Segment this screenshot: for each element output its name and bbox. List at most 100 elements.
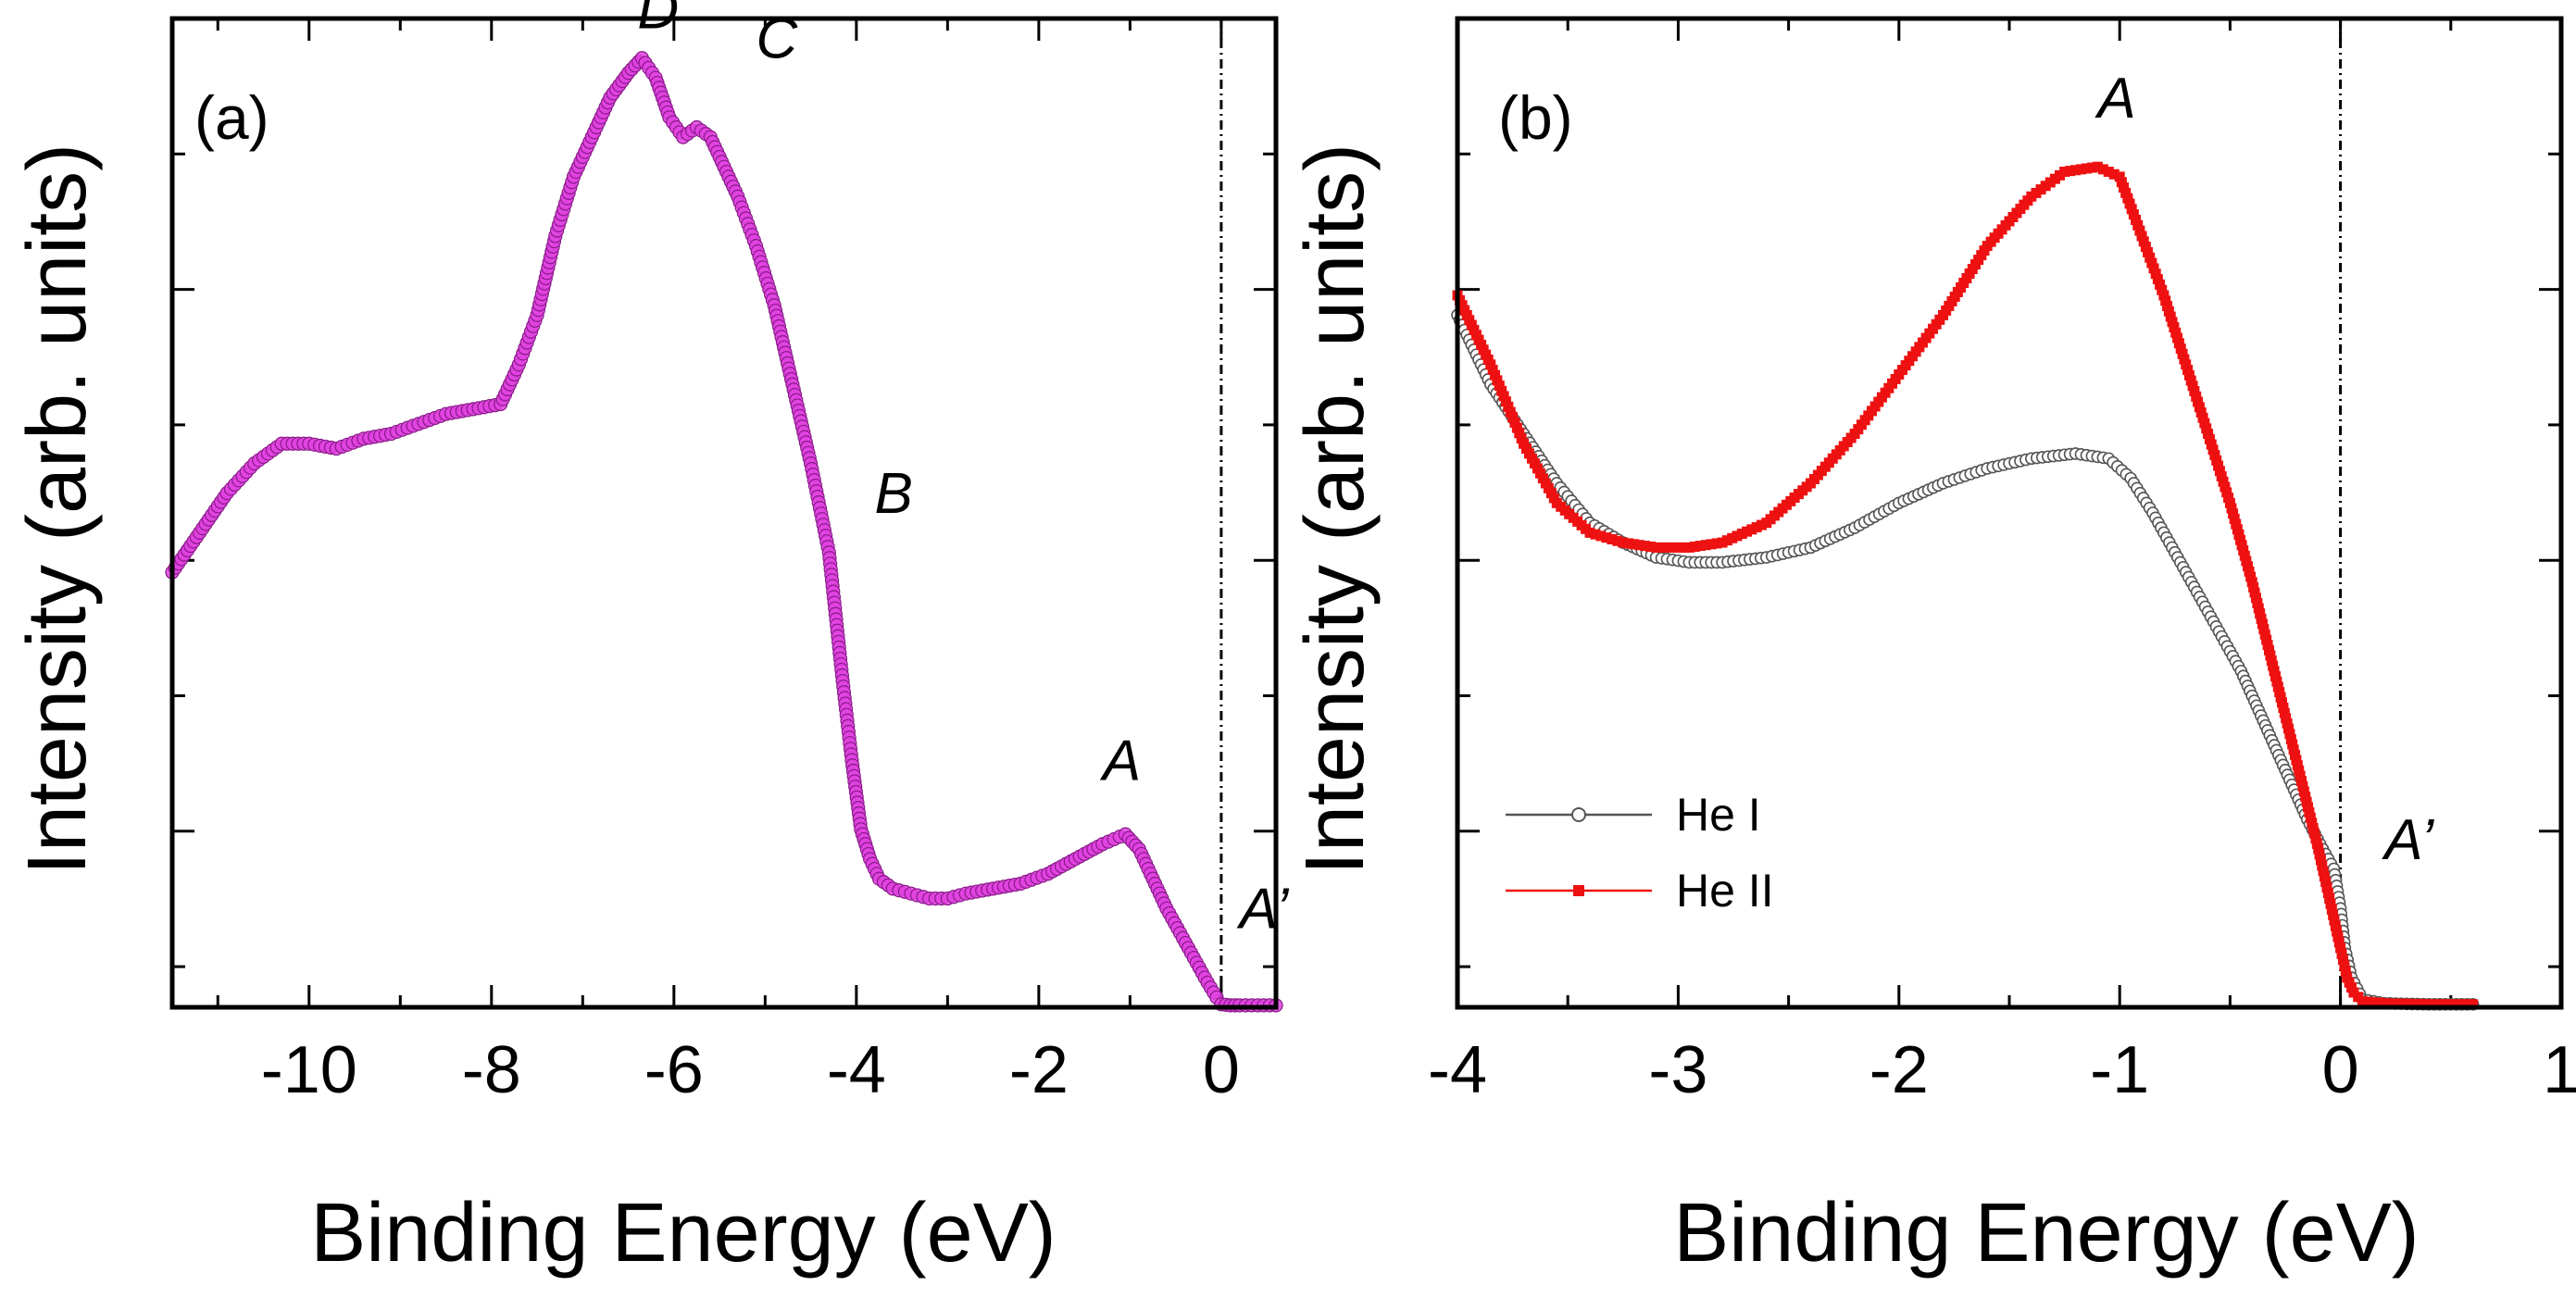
data-point [2140, 242, 2151, 253]
data-point [2216, 471, 2227, 482]
data-point [2226, 503, 2237, 514]
data-point [2337, 955, 2348, 966]
x-tick-label: -2 [1009, 1033, 1069, 1107]
data-point [2086, 162, 2097, 173]
data-point [2275, 692, 2286, 703]
data-point [2292, 760, 2303, 771]
data-point [2407, 998, 2418, 1009]
data-point [2307, 817, 2318, 829]
data-point [2179, 354, 2190, 365]
data-point [2282, 718, 2293, 729]
data-point [2255, 608, 2266, 619]
data-point [2330, 920, 2341, 931]
data-point [2195, 407, 2207, 418]
data-point [2269, 666, 2280, 677]
data-point [1634, 540, 1645, 551]
data-point [2081, 163, 2092, 174]
data-point [2285, 733, 2296, 744]
data-point [2333, 937, 2345, 948]
data-point [2462, 999, 2473, 1010]
data-point [1623, 538, 1634, 549]
data-point [2332, 931, 2344, 942]
legend-marker [1573, 885, 1584, 896]
data-point [2197, 412, 2208, 423]
data-point [2239, 550, 2250, 561]
data-point [2189, 386, 2200, 397]
data-point [2324, 893, 2335, 905]
data-point [2309, 828, 2320, 839]
data-point [1584, 527, 1595, 538]
data-point [2126, 204, 2137, 215]
data-point [2131, 214, 2142, 225]
data-point [1485, 359, 1496, 370]
x-tick-label: -4 [827, 1033, 886, 1107]
data-point [2148, 263, 2159, 274]
xlabel-b: Binding Energy (eV) [1673, 1187, 2419, 1279]
data-point [2357, 996, 2368, 1007]
data-point [2261, 634, 2272, 645]
data-point [2339, 960, 2350, 971]
data-point [2401, 998, 2412, 1009]
data-point [2218, 476, 2229, 487]
data-point [2059, 167, 2070, 178]
annotations-b: A A’ [2094, 67, 2434, 872]
data-point [2145, 252, 2156, 263]
data-point [2167, 317, 2178, 328]
frame-b [1455, 16, 2564, 1010]
data-point [2311, 838, 2322, 849]
data-point [2304, 807, 2315, 818]
data-point [2214, 466, 2225, 477]
data-point [2329, 915, 2340, 926]
data-point [2314, 849, 2325, 860]
data-point [2065, 166, 2076, 177]
data-point [2325, 898, 2336, 909]
peak-label: A’ [1236, 878, 1290, 942]
data-point [2224, 497, 2235, 508]
data-point [2136, 231, 2147, 242]
x-tick-label: -6 [644, 1033, 704, 1107]
data-point [2245, 571, 2257, 582]
data-point [2303, 802, 2314, 813]
data-point [2295, 770, 2306, 781]
data-point [2297, 780, 2308, 792]
x-tick-label: -4 [1428, 1033, 1487, 1107]
series-b-1 [1452, 161, 2479, 1010]
data-point [2253, 603, 2264, 614]
data-point [1689, 541, 1700, 552]
data-point [2132, 219, 2144, 231]
x-tick-label: -1 [2090, 1033, 2149, 1107]
data-point [2075, 164, 2086, 175]
data-point [2220, 481, 2231, 493]
data-point [2291, 755, 2302, 766]
data-point [2445, 999, 2457, 1010]
ticks-b: -4 -3 -2 -1 0 1 [1428, 19, 2576, 1107]
panel-label-a: (a) [194, 83, 269, 152]
data-point [2301, 796, 2312, 807]
data-point [1509, 417, 1520, 428]
x-tick-label: 1 [2543, 1033, 2576, 1107]
data-point [2244, 566, 2255, 577]
data-point [2305, 812, 2316, 823]
data-point [2209, 450, 2220, 461]
data-point [1607, 533, 1618, 544]
data-point [2160, 295, 2171, 306]
data-point [2336, 948, 2347, 959]
data-point [2373, 997, 2384, 1008]
data-point [2152, 274, 2163, 285]
data-point [1516, 433, 1527, 444]
data-point [2236, 540, 2247, 551]
panel-a: Intensity (arb. units) Binding Energy (e… [11, 0, 1290, 1279]
data-point [2263, 644, 2274, 655]
data-point [1511, 422, 1522, 433]
data-point [2213, 460, 2224, 471]
data-point [2320, 877, 2332, 888]
data-point [2229, 513, 2240, 524]
data-point [2257, 618, 2268, 630]
data-point [2423, 999, 2434, 1010]
data-point [2258, 624, 2270, 635]
data-point [2281, 713, 2292, 724]
data-point [2313, 843, 2324, 855]
data-point [2270, 671, 2281, 682]
data-point [2276, 697, 2287, 708]
